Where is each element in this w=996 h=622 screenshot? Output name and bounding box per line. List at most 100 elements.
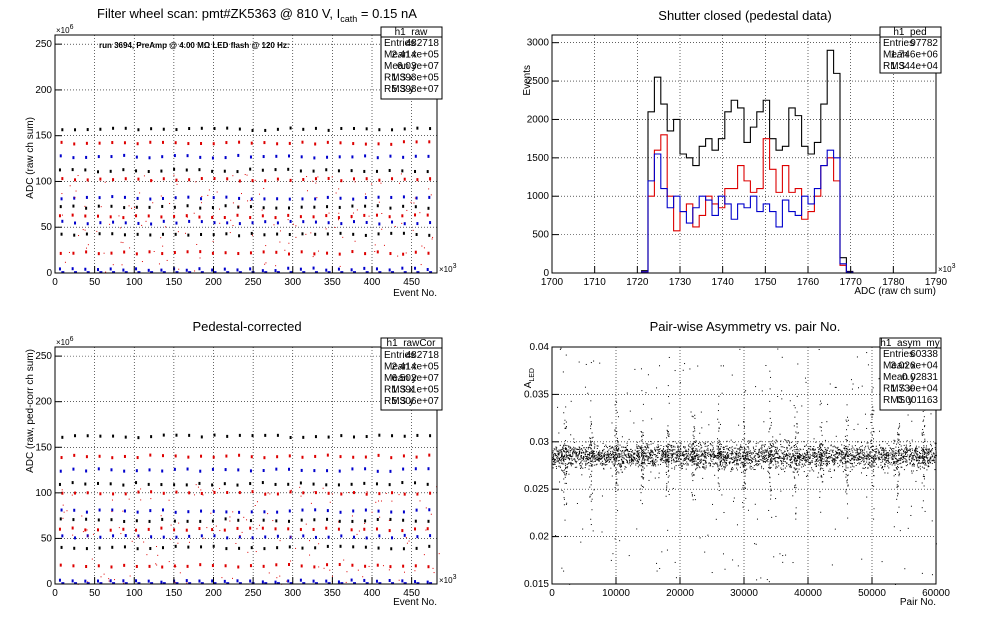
data-point (572, 448, 574, 450)
data-point (552, 467, 554, 469)
data-point (878, 458, 880, 460)
data-point (902, 459, 904, 461)
data-point (597, 454, 599, 456)
data-point (772, 442, 774, 444)
data-point (892, 455, 894, 457)
data-point (364, 142, 367, 146)
data-point (161, 204, 164, 208)
data-point (632, 450, 634, 452)
data-point (814, 463, 816, 465)
data-point (99, 221, 102, 225)
data-point (743, 456, 745, 458)
data-point (553, 460, 555, 462)
data-point (326, 205, 329, 209)
data-point (185, 528, 188, 532)
data-point (724, 451, 726, 453)
data-point (289, 126, 292, 130)
data-point (795, 436, 797, 438)
data-point (668, 452, 670, 454)
data-point (817, 453, 819, 455)
data-point (638, 458, 640, 460)
data-point (262, 564, 265, 568)
data-point (565, 473, 567, 475)
data-point (906, 461, 908, 463)
data-point (627, 450, 629, 452)
data-point (124, 534, 127, 538)
data-point (276, 433, 279, 437)
data-point (795, 518, 797, 520)
data-point (697, 456, 699, 458)
data-point (736, 463, 738, 465)
data-point (700, 444, 702, 446)
data-point (433, 572, 435, 574)
data-point (631, 458, 633, 460)
data-point (698, 445, 700, 447)
data-point (811, 467, 813, 469)
data-point (930, 450, 932, 452)
stats-label: Mean x (384, 362, 417, 373)
data-point (212, 240, 214, 242)
data-point (754, 461, 756, 463)
data-point (819, 448, 821, 450)
data-point (620, 464, 622, 466)
data-point (665, 450, 667, 452)
data-point (748, 448, 750, 450)
data-point (854, 455, 856, 457)
data-point (647, 446, 649, 448)
data-point (866, 455, 868, 457)
data-point (879, 453, 881, 455)
data-point (616, 457, 618, 459)
data-point (736, 462, 738, 464)
data-point (741, 461, 743, 463)
data-point (667, 461, 669, 463)
data-point (895, 461, 897, 463)
data-point (340, 179, 343, 183)
data-point (708, 453, 710, 455)
data-point (365, 220, 368, 224)
data-point (795, 512, 797, 514)
data-point (168, 561, 170, 563)
data-point (798, 450, 800, 452)
data-point (339, 231, 342, 235)
data-point (841, 458, 843, 460)
data-point (97, 155, 100, 159)
data-point (831, 459, 833, 461)
data-point (675, 465, 677, 467)
data-point (187, 195, 190, 199)
data-point (284, 249, 286, 251)
data-point (895, 457, 897, 459)
data-point (745, 443, 747, 445)
data-point (352, 545, 355, 549)
data-point (765, 455, 767, 457)
data-point (867, 445, 869, 447)
data-point (151, 179, 153, 181)
data-point (572, 458, 574, 460)
data-point (720, 446, 722, 448)
data-point (199, 250, 202, 254)
data-point (738, 464, 740, 466)
data-point (749, 455, 751, 457)
data-point (752, 467, 754, 469)
data-point (703, 451, 705, 453)
data-point (775, 449, 777, 451)
data-point (770, 459, 772, 461)
data-point (927, 460, 929, 462)
data-point (665, 495, 667, 497)
data-point (73, 196, 76, 200)
data-point (743, 425, 745, 427)
data-point (918, 461, 920, 463)
data-point (794, 461, 796, 463)
data-point (642, 420, 644, 422)
data-point (597, 456, 599, 458)
stats-value: 2.414e+05 (391, 50, 439, 61)
data-point (891, 464, 893, 466)
data-point (736, 453, 738, 455)
data-point (689, 460, 691, 462)
data-point (792, 450, 794, 452)
data-point (139, 192, 141, 194)
data-point (672, 455, 674, 457)
data-point (399, 182, 401, 184)
data-point (925, 449, 927, 451)
data-point (337, 527, 340, 531)
data-point (578, 453, 580, 455)
